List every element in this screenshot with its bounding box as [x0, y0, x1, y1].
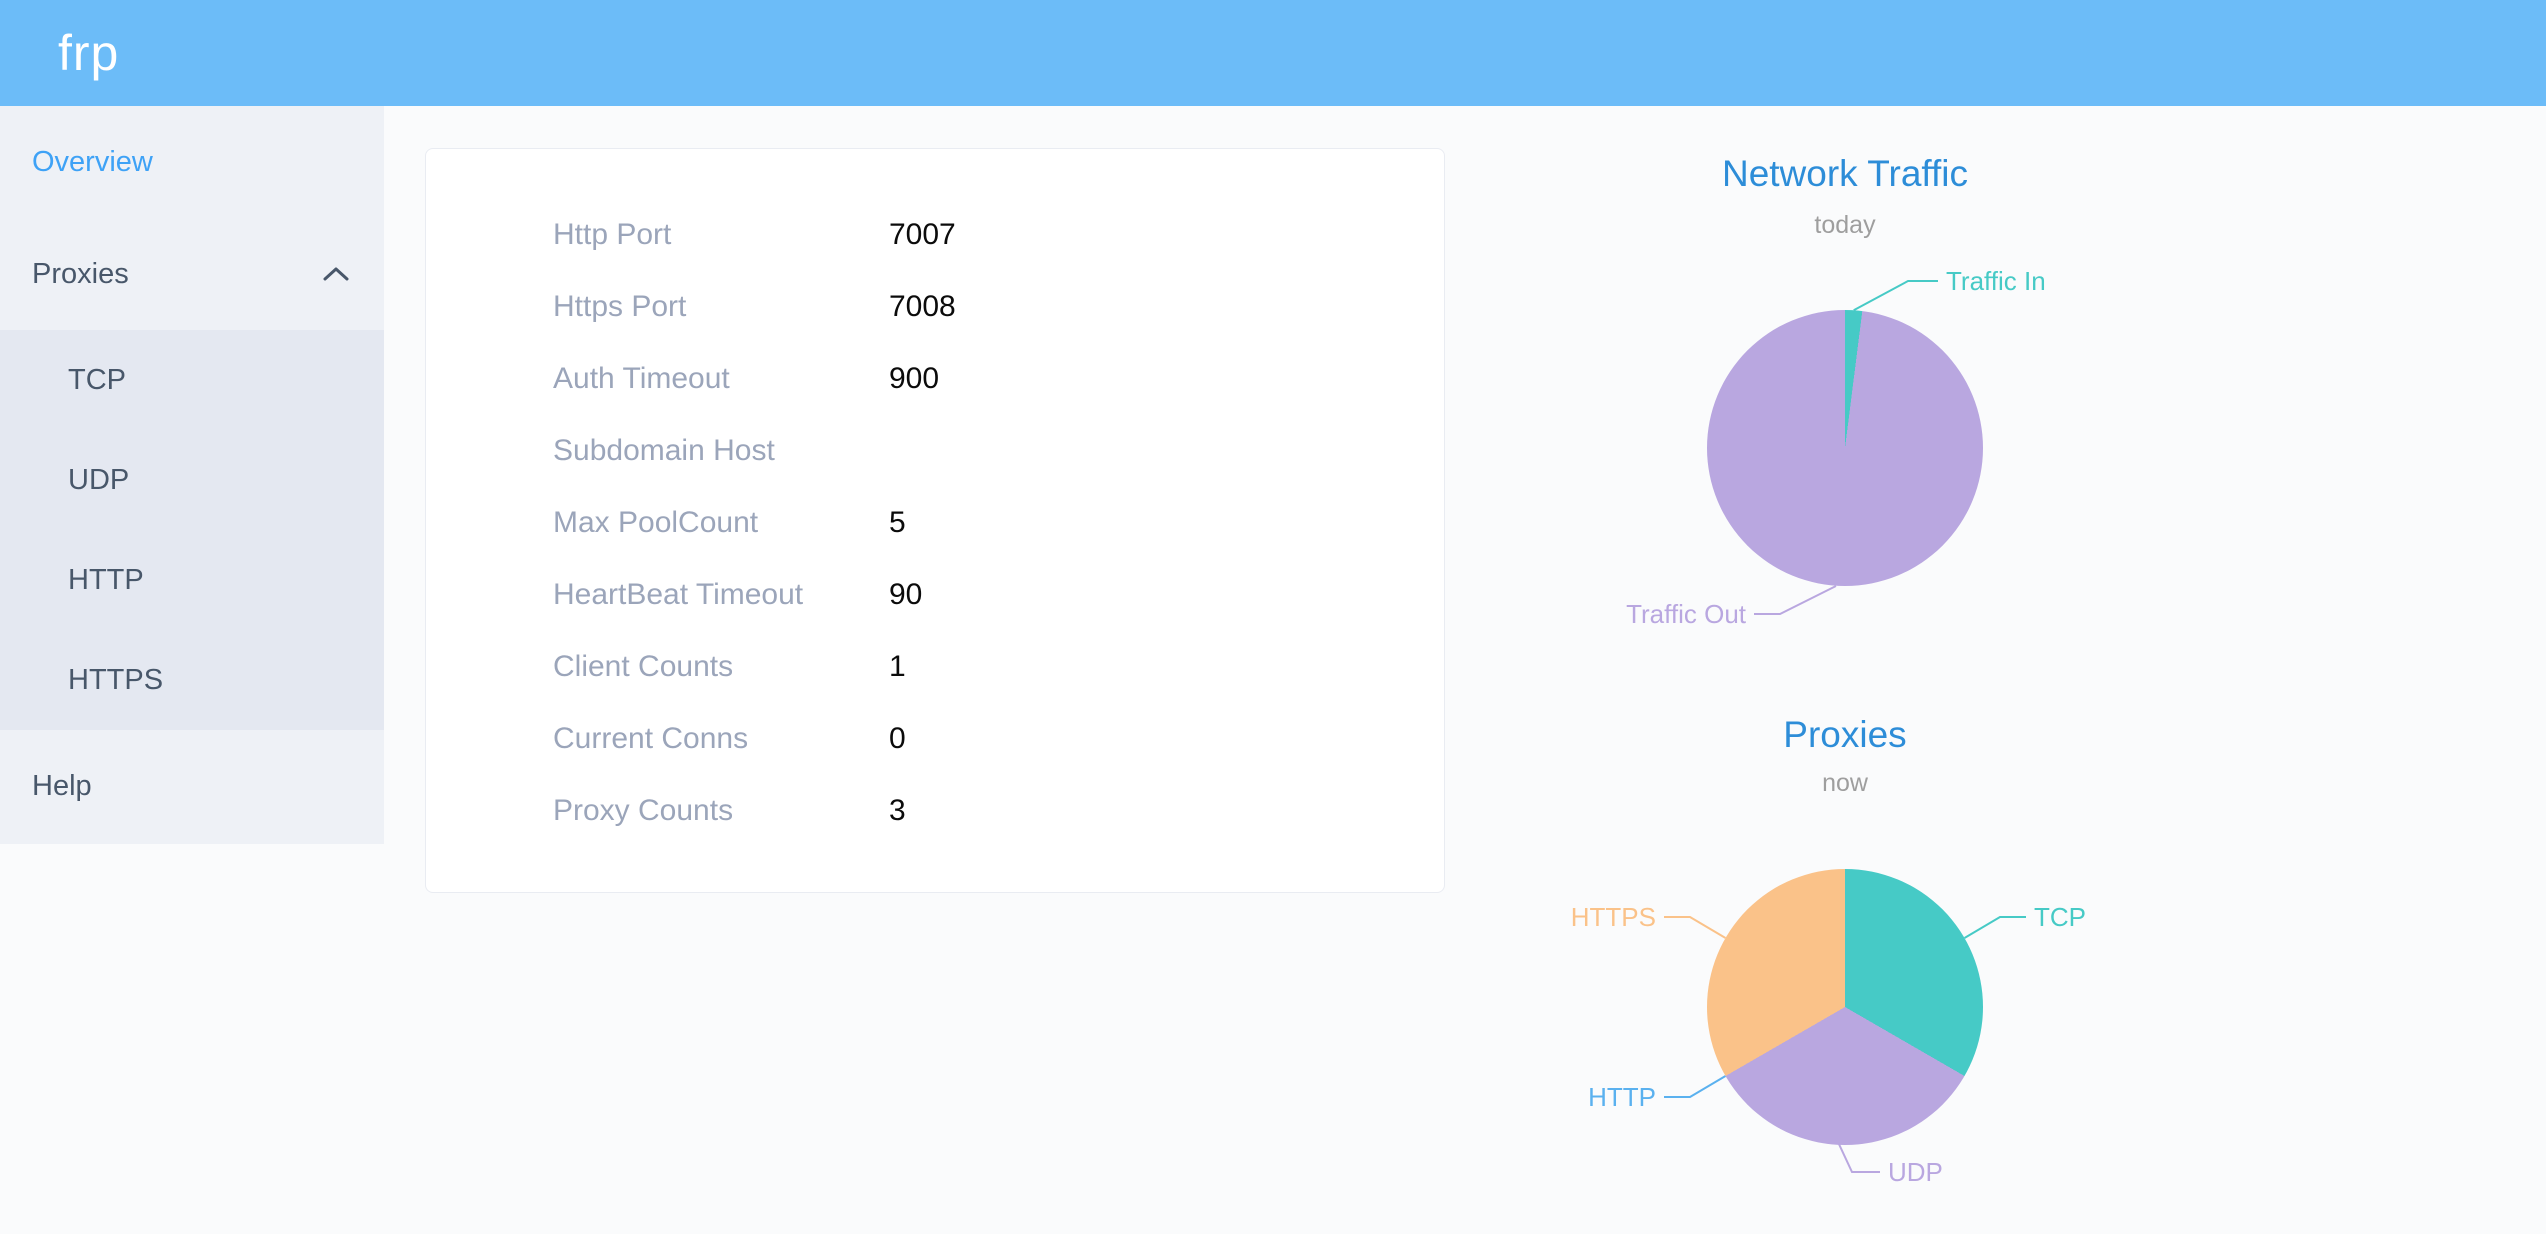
- info-value: 5: [889, 506, 906, 539]
- info-row-https-port: Https Port 7008: [426, 271, 1444, 343]
- sidebar-item-proxies[interactable]: Proxies: [0, 218, 384, 330]
- sidebar-item-label: UDP: [68, 464, 130, 496]
- proxies-chart: Proxies now TCP UDP HTTP HTTPS: [1545, 690, 2145, 1234]
- pie-label-traffic-in: Traffic In: [1946, 266, 2046, 296]
- pie-label-https: HTTPS: [1571, 902, 1656, 932]
- info-row-auth-timeout: Auth Timeout 900: [426, 343, 1444, 415]
- sidebar-item-http[interactable]: HTTP: [0, 530, 384, 630]
- info-row-subdomain-host: Subdomain Host: [426, 415, 1444, 487]
- sidebar-item-udp[interactable]: UDP: [0, 430, 384, 530]
- sidebar-item-label: Proxies: [32, 258, 129, 290]
- info-row-http-port: Http Port 7007: [426, 199, 1444, 271]
- info-row-max-poolcount: Max PoolCount 5: [426, 487, 1444, 559]
- pie-label-udp: UDP: [1888, 1157, 1943, 1187]
- info-value: 1: [889, 650, 906, 683]
- sidebar-item-https[interactable]: HTTPS: [0, 630, 384, 730]
- info-label: Proxy Counts: [553, 794, 734, 827]
- sidebar-item-overview[interactable]: Overview: [0, 106, 384, 218]
- info-value: 90: [889, 578, 923, 611]
- leader-line-udp: [1837, 1141, 1880, 1173]
- network-traffic-labels: Traffic In Traffic Out: [1626, 266, 2046, 629]
- info-label: Https Port: [553, 290, 687, 323]
- info-row-current-conns: Current Conns 0: [426, 703, 1444, 775]
- info-label: HeartBeat Timeout: [553, 578, 804, 611]
- info-label: Max PoolCount: [553, 506, 759, 539]
- info-value: 7008: [889, 290, 956, 323]
- info-row-proxy-counts: Proxy Counts 3: [426, 775, 1444, 847]
- leader-line-tcp: [1963, 916, 2026, 939]
- info-row-client-counts: Client Counts 1: [426, 631, 1444, 703]
- sidebar-item-label: TCP: [68, 364, 126, 396]
- server-info-card: Http Port 7007 Https Port 7008 Auth Time…: [425, 148, 1445, 893]
- info-label: Subdomain Host: [553, 434, 775, 467]
- sidebar-item-tcp[interactable]: TCP: [0, 330, 384, 430]
- info-label: Client Counts: [553, 650, 734, 683]
- app-logo: frp: [58, 25, 120, 81]
- proxies-pie[interactable]: [1707, 869, 1983, 1145]
- chevron-up-icon: [322, 266, 350, 282]
- leader-line-traffic-out: [1754, 585, 1837, 615]
- app-header: frp: [0, 0, 2546, 106]
- chart-title: Network Traffic: [1721, 153, 1969, 194]
- sidebar-item-label: HTTP: [68, 564, 144, 596]
- sidebar-item-label: HTTPS: [68, 664, 164, 696]
- pie-label-tcp: TCP: [2034, 902, 2086, 932]
- info-value: 900: [889, 362, 940, 395]
- leader-line-http: [1664, 1075, 1727, 1098]
- proxies-labels: TCP UDP HTTP HTTPS: [1571, 902, 2086, 1187]
- chart-subtitle: now: [1822, 769, 1868, 797]
- leader-line-traffic-in: [1853, 280, 1938, 312]
- chart-subtitle: today: [1814, 211, 1876, 239]
- network-traffic-pie[interactable]: [1707, 310, 1983, 586]
- info-label: Http Port: [553, 218, 672, 251]
- sidebar-item-label: Overview: [32, 146, 153, 178]
- pie-label-traffic-out: Traffic Out: [1626, 599, 1747, 629]
- sidebar-item-help[interactable]: Help: [0, 730, 384, 842]
- sidebar-item-label: Help: [32, 770, 92, 802]
- sidebar: Overview Proxies TCP UDP HTTP HTTPS: [0, 106, 384, 844]
- network-traffic-chart: Network Traffic today Traffic In Traffic…: [1545, 140, 2145, 680]
- info-value: 3: [889, 794, 906, 827]
- sidebar-submenu-proxies: TCP UDP HTTP HTTPS: [0, 330, 384, 730]
- info-row-heartbeat-timeout: HeartBeat Timeout 90: [426, 559, 1444, 631]
- chart-title: Proxies: [1783, 714, 1907, 755]
- info-value: 7007: [889, 218, 956, 251]
- info-label: Current Conns: [553, 722, 749, 755]
- pie-label-http: HTTP: [1588, 1082, 1656, 1112]
- info-label: Auth Timeout: [553, 362, 730, 395]
- leader-line-https: [1664, 916, 1727, 939]
- info-value: 0: [889, 722, 906, 755]
